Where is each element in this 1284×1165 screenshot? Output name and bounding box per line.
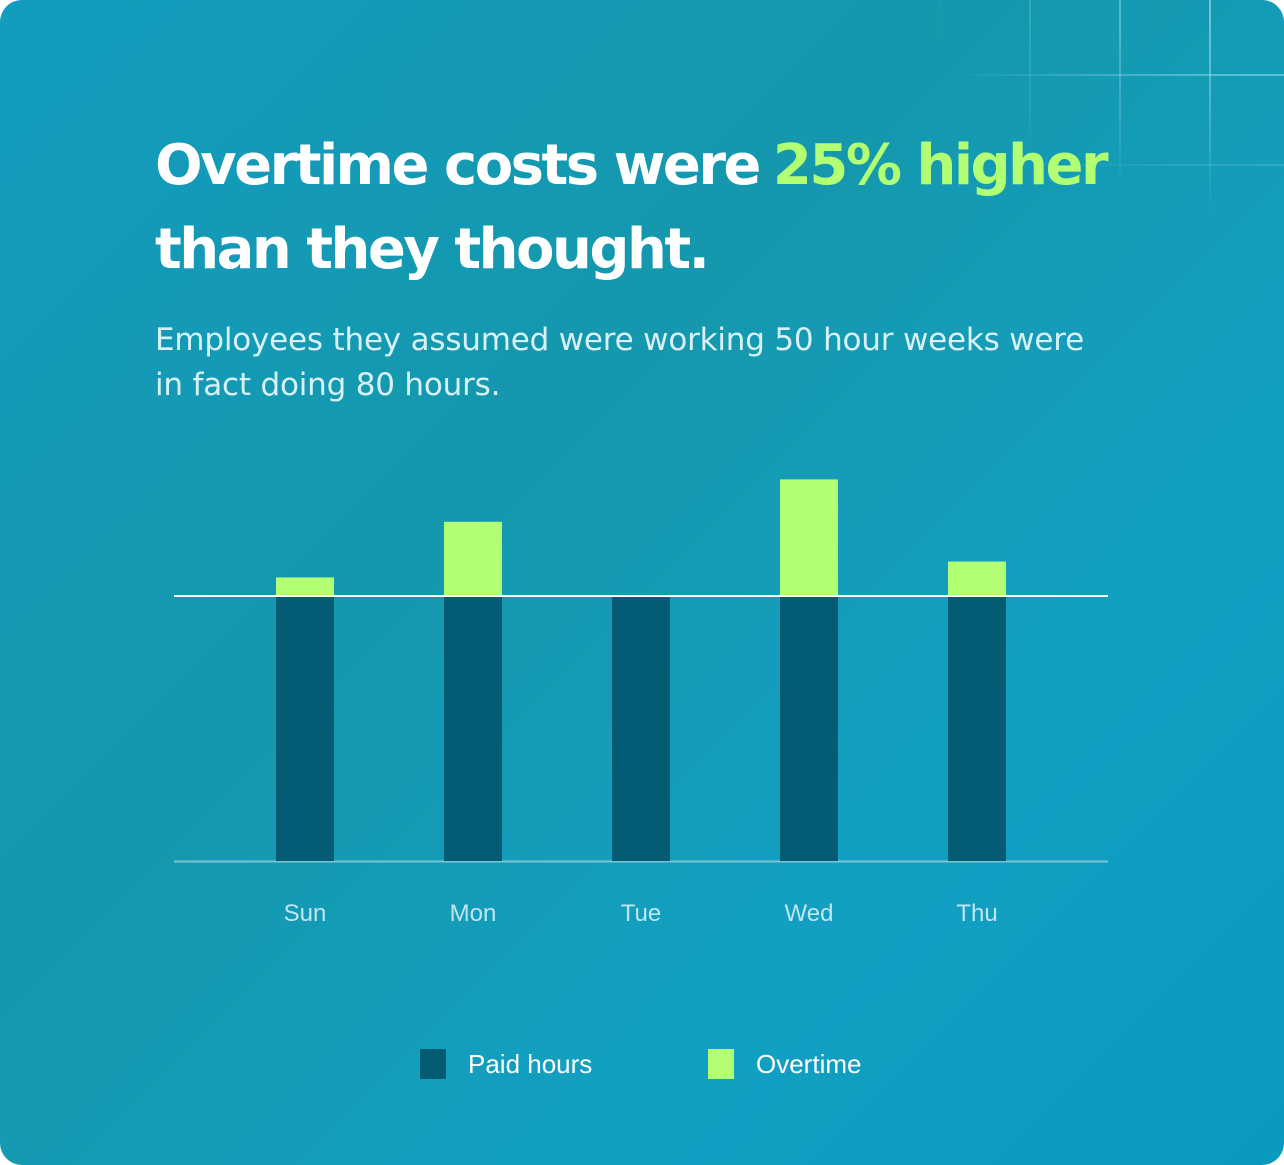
legend-item-paid-hours: Paid hours [420, 1048, 592, 1080]
x-tick-label-wed: Wed [785, 900, 834, 927]
legend-item-overtime: Overtime [708, 1048, 861, 1080]
subtitle: Employees they assumed were working 50 h… [155, 322, 1084, 403]
x-tick-label-thu: Thu [956, 900, 997, 927]
legend-label-paid-hours: Paid hours [468, 1048, 593, 1079]
x-tick-label-mon: Mon [450, 900, 497, 927]
headline-text-end: than they thought. [155, 217, 710, 282]
headline-text: Overtime costs were [155, 133, 761, 198]
bar-paid-hours-tue [612, 596, 670, 861]
legend-label-overtime: Overtime [756, 1048, 862, 1079]
bar-overtime-sun [276, 577, 334, 596]
x-tick-label-tue: Tue [621, 900, 661, 927]
bar-overtime-mon [444, 521, 502, 596]
legend-swatch-paid-hours [420, 1049, 446, 1079]
bar-paid-hours-mon [444, 596, 502, 861]
bar-overtime-wed [780, 479, 838, 596]
headline-accent: 25% higher [772, 133, 1109, 198]
bar-overtime-thu [948, 561, 1006, 596]
bar-paid-hours-wed [780, 596, 838, 861]
legend-swatch-overtime [708, 1049, 734, 1079]
bar-paid-hours-sun [276, 596, 334, 861]
x-tick-label-sun: Sun [284, 900, 327, 927]
headline: Overtime costs were 25% higher than they t… [155, 124, 1155, 292]
legend: Paid hours Overtime [0, 1048, 1284, 1080]
bar-paid-hours-thu [948, 596, 1006, 861]
